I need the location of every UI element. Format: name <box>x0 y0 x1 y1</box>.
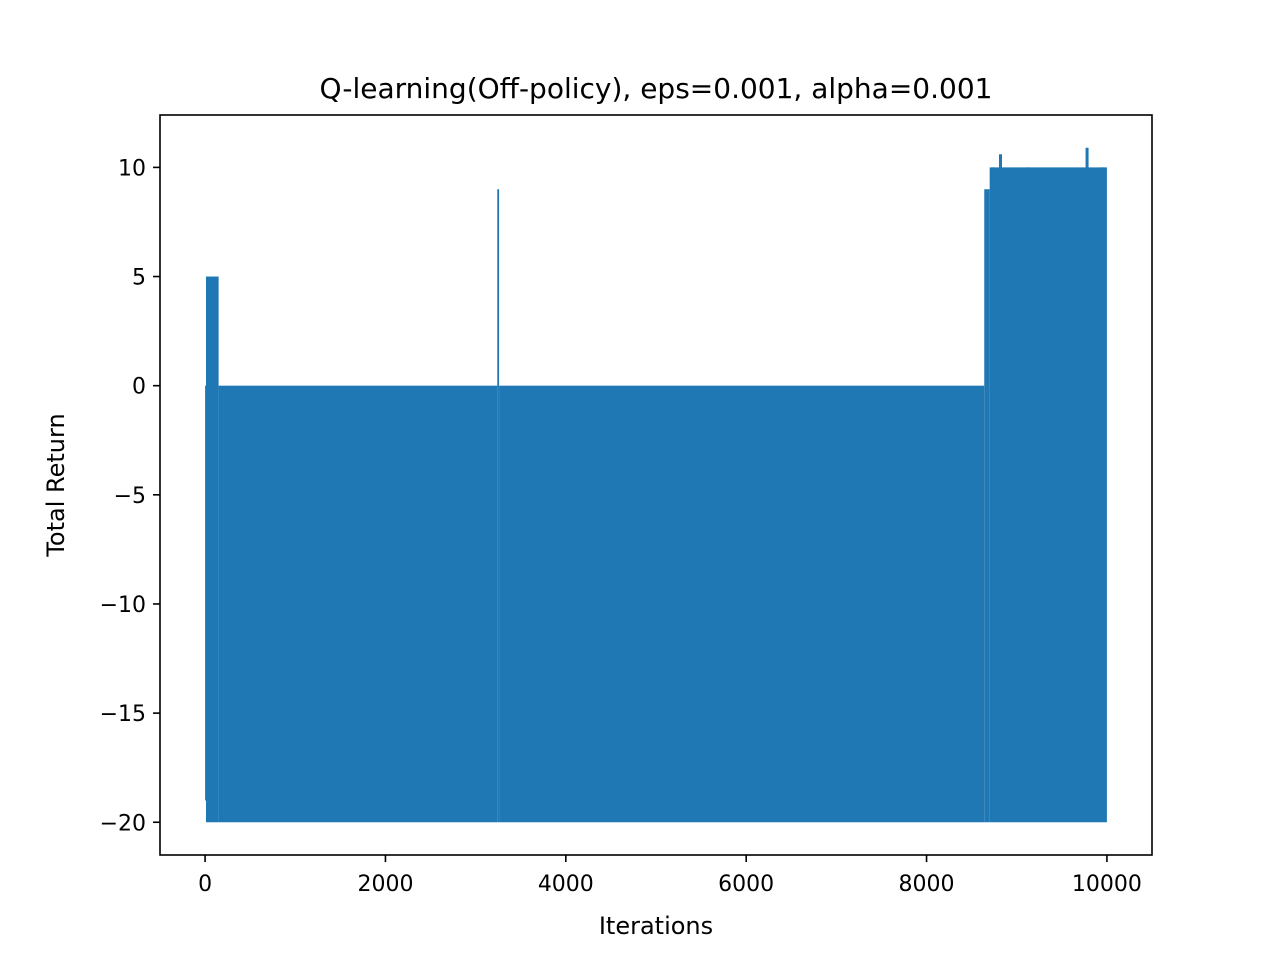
chart-title: Q-learning(Off-policy), eps=0.001, alpha… <box>320 72 993 105</box>
y-axis-label: Total Return <box>42 413 70 557</box>
series-envelope-segment <box>205 276 219 823</box>
y-tick-label: 10 <box>118 156 146 181</box>
series-envelope-segment <box>497 189 500 823</box>
x-tick-label: 2000 <box>357 872 413 897</box>
y-tick-label: −15 <box>100 702 146 727</box>
series-envelope-segment <box>205 385 207 801</box>
axes-frame <box>159 114 1153 856</box>
series-envelope-segment <box>984 189 990 823</box>
x-tick-label: 4000 <box>538 872 594 897</box>
x-axis-label: Iterations <box>599 912 713 940</box>
y-tick-label: −5 <box>114 484 146 509</box>
x-tick-label: 10000 <box>1072 872 1142 897</box>
y-tick-label: −20 <box>100 811 146 836</box>
series-envelope-segment <box>989 167 1107 823</box>
y-tick-label: 0 <box>132 375 146 400</box>
y-axis-ticks: −20 −15 −10 −5 0 5 10 <box>100 156 160 836</box>
series-envelope-segment <box>499 385 985 823</box>
plot-area <box>205 147 1107 823</box>
x-tick-label: 6000 <box>718 872 774 897</box>
series-envelope-segment <box>218 385 498 823</box>
y-tick-label: 5 <box>132 266 146 291</box>
x-axis-ticks: 0 2000 4000 6000 8000 10000 <box>198 855 1142 897</box>
x-tick-label: 0 <box>198 872 212 897</box>
x-tick-label: 8000 <box>899 872 955 897</box>
y-tick-label: −10 <box>100 593 146 618</box>
